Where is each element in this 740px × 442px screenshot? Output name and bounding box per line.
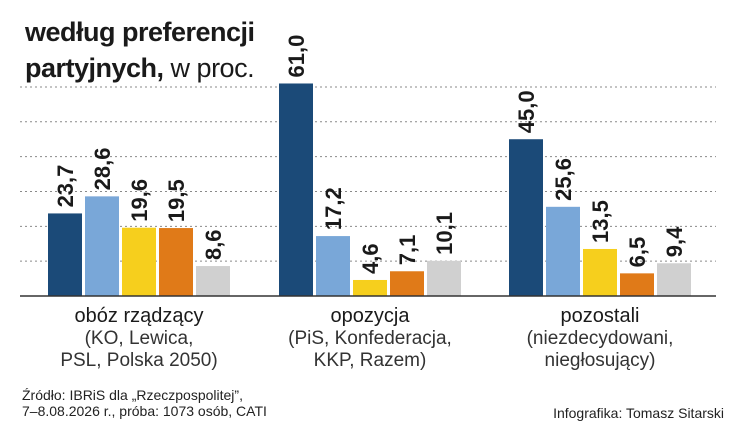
category-sublabel: (PiS, Konfederacja, [288, 328, 452, 349]
title-unit: w proc. [163, 53, 255, 83]
category-label: opozycja [331, 305, 411, 327]
category-sublabel: niegłosujący) [545, 350, 656, 371]
category-sublabel: KKP, Razem) [314, 350, 427, 371]
data-label: 7,1 [395, 235, 420, 266]
data-label: 61,0 [284, 35, 309, 78]
data-label: 28,6 [90, 148, 115, 191]
bar [509, 139, 543, 296]
bar [390, 271, 424, 296]
source-line-2: 7–8.08.2026 r., próba: 1073 osób, CATI [22, 403, 267, 419]
data-label: 4,6 [358, 243, 383, 274]
title-bold: partyjnych, [25, 53, 164, 83]
bar [583, 248, 617, 296]
data-label: 13,5 [588, 200, 613, 243]
bar [620, 273, 654, 296]
data-label: 19,5 [164, 179, 189, 222]
bar [122, 227, 156, 296]
bar [279, 83, 313, 296]
bar [353, 279, 387, 296]
data-label: 17,2 [321, 187, 346, 230]
chart-title: według preferencji partyjnych, w proc. [25, 14, 255, 86]
category-sublabel: (KO, Lewica, [85, 328, 194, 349]
data-label: 9,4 [662, 226, 687, 257]
bar [657, 263, 691, 296]
data-label: 8,6 [201, 229, 226, 260]
bar [546, 206, 580, 296]
data-label: 23,7 [53, 165, 78, 208]
bar [316, 236, 350, 296]
category-sublabel: PSL, Polska 2050) [60, 350, 217, 371]
data-label: 45,0 [514, 90, 539, 133]
data-label: 10,1 [432, 212, 457, 255]
source-note: Źródło: IBRiS dla „Rzeczpospolitej”, 7–8… [22, 387, 267, 419]
credit-note: Infografika: Tomasz Sitarski [553, 405, 724, 421]
data-label: 6,5 [625, 237, 650, 268]
title-line-2: partyjnych, w proc. [25, 50, 255, 86]
bar [427, 260, 461, 296]
category-label: obóz rządzący [75, 305, 204, 327]
title-line-1: według preferencji [25, 17, 255, 47]
bar [48, 213, 82, 296]
bar [85, 196, 119, 296]
bar [196, 266, 230, 296]
data-label: 19,6 [127, 179, 152, 222]
bar [159, 228, 193, 296]
source-line-1: Źródło: IBRiS dla „Rzeczpospolitej”, [22, 387, 243, 403]
data-label: 25,6 [551, 158, 576, 201]
category-label: pozostali [561, 305, 640, 327]
category-sublabel: (niezdecydowani, [527, 328, 674, 349]
